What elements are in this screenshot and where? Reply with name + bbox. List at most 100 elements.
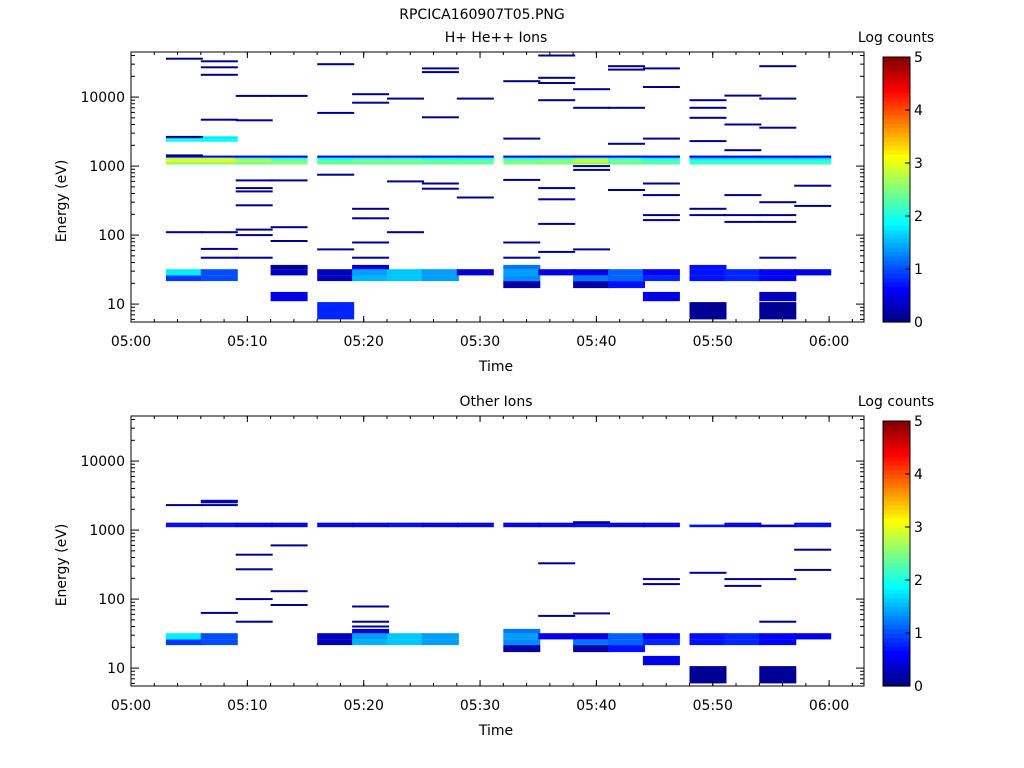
colorbar-segment [883,628,910,634]
heatmap-cell [200,639,238,646]
colorbar-tick-label: 0 [914,679,923,695]
heatmap-line [759,65,797,68]
colorbar-segment [883,96,910,102]
colorbar-tick-label: 0 [914,315,923,331]
colorbar-segment [883,597,910,603]
colorbar-segment [883,317,910,323]
heatmap-cell [503,522,541,525]
x-tick-label: 06:00 [809,334,849,350]
x-tick-label: 05:00 [111,698,151,714]
panel-bottom-xlabel: Time [478,723,513,739]
heatmap-line [235,119,273,122]
heatmap-cell [538,633,576,640]
heatmap-cell [503,645,541,653]
colorbar-segment [883,610,910,616]
colorbar-segment [883,185,910,191]
colorbar-segment [883,273,910,279]
heatmap-cell [608,161,645,165]
colorbar-segment [883,308,910,314]
heatmap-cell [352,275,390,282]
heatmap-cell [317,161,355,165]
heatmap-cell [642,522,680,525]
colorbar-segment [883,224,910,230]
heatmap-cell [759,157,797,160]
colorbar-segment [883,531,910,537]
heatmap-cell [235,522,273,525]
heatmap-cell [724,161,762,165]
heatmap-line [200,611,238,614]
heatmap-cell [352,155,390,158]
y-tick-label: 100 [98,228,125,244]
panel-top-xlabel: Time [478,359,513,375]
heatmap-cell [794,157,832,160]
heatmap-cell [456,159,494,162]
heatmap-cell [352,524,390,528]
heatmap-line [759,620,797,623]
colorbar-segment [883,269,910,275]
colorbar-segment [883,456,910,462]
heatmap-cell [503,161,541,165]
colorbar-segment [883,677,910,683]
heatmap-line [235,598,273,601]
heatmap-line [317,248,355,251]
heatmap-cell [759,275,797,282]
colorbar-segment [883,469,910,475]
heatmap-cell [724,275,762,282]
heatmap-cell [642,275,680,282]
heatmap-line [165,231,203,234]
colorbar-segment [883,83,910,89]
heatmap-cell [165,161,203,165]
heatmap-cell [352,269,390,276]
colorbar-segment [883,504,910,510]
heatmap-line [235,187,273,190]
heatmap-line [538,76,576,79]
heatmap-cell [456,157,494,160]
heatmap-cell [387,275,424,282]
heatmap-line [270,94,308,97]
heatmap-cell [689,666,727,684]
heatmap-cell [200,633,238,640]
heatmap-cell [421,633,459,640]
colorbar-segment [883,434,910,440]
heatmap-cell [421,161,459,165]
heatmap-line [352,620,390,623]
colorbar-segment [883,255,910,261]
heatmap-cell [759,524,797,528]
colorbar-segment [883,663,910,669]
colorbar-segment [883,637,910,643]
colorbar-segment [883,465,910,471]
heatmap-cell [724,639,762,646]
heatmap-cell [794,633,832,640]
heatmap-line [456,196,494,199]
colorbar-segment [883,460,910,466]
colorbar-tick-label: 2 [914,209,923,225]
heatmap-cell [387,159,424,162]
heatmap-cell [317,269,355,276]
colorbar-segment [883,566,910,572]
colorbar-segment [883,189,910,195]
heatmap-line [503,256,541,259]
heatmap-cell [608,633,645,640]
heatmap-cell [352,639,390,646]
colorbar-segment [883,207,910,213]
heatmap-line [421,116,459,119]
heatmap-line [642,137,680,140]
heatmap-cell [608,639,645,646]
heatmap-line [724,123,762,126]
heatmap-line [689,207,727,210]
heatmap-cell [165,269,203,276]
heatmap-line [794,204,832,207]
colorbar-segment [883,553,910,559]
heatmap-cell [689,633,727,640]
colorbar-segment [883,681,910,687]
panel-top-plot-area [165,54,832,320]
colorbar-segment [883,527,910,533]
heatmap-line [642,86,680,88]
heatmap-cell [759,633,797,640]
heatmap-cell [270,157,308,160]
colorbar-segment [883,429,910,435]
heatmap-line [387,231,424,234]
heatmap-line [352,605,390,608]
colorbar-segment [883,158,910,164]
